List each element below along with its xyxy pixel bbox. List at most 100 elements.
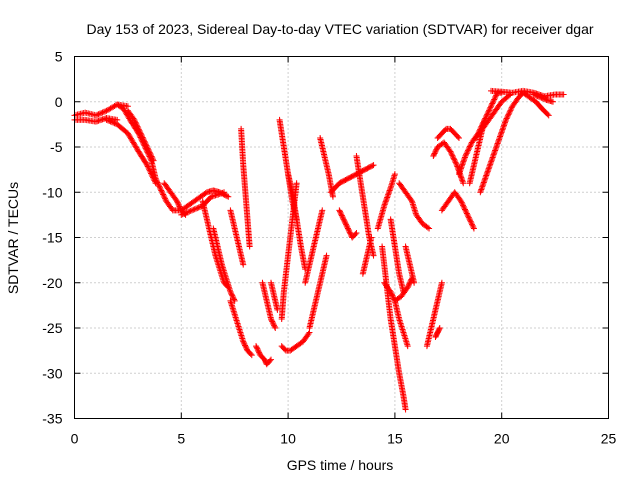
data-point bbox=[504, 114, 511, 121]
series-arc-11 bbox=[227, 207, 247, 268]
data-point bbox=[408, 197, 415, 204]
x-tick-label: 15 bbox=[387, 431, 403, 447]
series-arc-31 bbox=[391, 297, 411, 350]
data-point bbox=[469, 222, 476, 229]
data-point bbox=[137, 130, 144, 137]
data-point bbox=[405, 282, 412, 289]
series-arc-07 bbox=[178, 189, 228, 218]
data-point bbox=[228, 290, 235, 297]
data-point bbox=[538, 94, 545, 101]
data-point bbox=[99, 109, 106, 116]
data-point bbox=[147, 169, 154, 176]
data-point bbox=[460, 202, 467, 209]
data-point bbox=[146, 166, 153, 173]
data-point bbox=[339, 213, 346, 220]
y-tick-label: -5 bbox=[50, 139, 63, 155]
data-point bbox=[141, 138, 148, 145]
data-point bbox=[489, 99, 496, 106]
series-arc-13 bbox=[253, 343, 275, 368]
data-point bbox=[430, 153, 437, 160]
data-point bbox=[404, 343, 411, 350]
series-arc-35 bbox=[432, 325, 443, 341]
data-point bbox=[342, 220, 349, 227]
data-point bbox=[102, 108, 109, 115]
data-point bbox=[451, 156, 458, 163]
data-point bbox=[146, 167, 153, 174]
series-arc-14 bbox=[259, 279, 279, 331]
data-point bbox=[453, 160, 460, 167]
data-point bbox=[431, 150, 438, 157]
data-point bbox=[468, 220, 475, 227]
data-point bbox=[142, 141, 149, 148]
data-point bbox=[190, 206, 197, 213]
data-point bbox=[202, 190, 209, 197]
series-arc-34 bbox=[423, 279, 445, 350]
data-point bbox=[227, 288, 234, 295]
data-point bbox=[340, 216, 347, 223]
data-point bbox=[502, 116, 509, 123]
data-point bbox=[460, 180, 467, 187]
series-arc-37 bbox=[434, 125, 462, 141]
data-point bbox=[131, 118, 138, 125]
data-point bbox=[336, 207, 343, 214]
data-point bbox=[346, 228, 353, 235]
data-point bbox=[145, 164, 152, 171]
x-tick-label: 20 bbox=[494, 431, 510, 447]
data-point bbox=[484, 110, 491, 117]
data-point bbox=[544, 111, 551, 118]
data-point bbox=[508, 105, 515, 112]
data-point bbox=[158, 187, 165, 194]
data-point bbox=[485, 108, 492, 115]
data-point bbox=[224, 193, 231, 200]
data-point bbox=[221, 189, 228, 196]
data-point bbox=[191, 206, 198, 213]
data-point bbox=[150, 174, 157, 181]
series-arc-21 bbox=[306, 252, 330, 331]
data-point bbox=[183, 209, 190, 216]
data-point bbox=[534, 93, 541, 100]
data-point bbox=[340, 215, 347, 222]
data-point bbox=[368, 234, 375, 241]
data-point bbox=[337, 209, 344, 216]
data-point bbox=[491, 96, 498, 103]
data-point bbox=[467, 218, 474, 225]
series-arc-28 bbox=[379, 243, 409, 413]
data-point bbox=[493, 92, 500, 99]
data-point bbox=[225, 193, 232, 200]
data-point bbox=[255, 348, 262, 355]
data-point bbox=[152, 180, 159, 187]
data-point bbox=[504, 112, 511, 119]
data-point bbox=[450, 155, 457, 162]
data-point bbox=[465, 213, 472, 220]
x-tick-label: 0 bbox=[71, 431, 79, 447]
data-point bbox=[460, 203, 467, 210]
data-point bbox=[103, 116, 110, 123]
data-point bbox=[329, 193, 336, 200]
data-point bbox=[436, 325, 443, 331]
data-point bbox=[323, 252, 330, 259]
axis-ticks bbox=[74, 56, 609, 419]
data-point bbox=[253, 344, 260, 351]
data-point bbox=[448, 149, 455, 156]
series-arc-41 bbox=[473, 91, 514, 141]
data-point bbox=[136, 127, 143, 134]
data-point bbox=[242, 342, 249, 349]
data-point bbox=[463, 210, 470, 217]
data-point bbox=[535, 93, 542, 100]
data-point bbox=[489, 100, 496, 107]
x-tick-label: 10 bbox=[280, 431, 296, 447]
series-arc-22 bbox=[317, 134, 336, 200]
series-arc-12 bbox=[238, 125, 253, 250]
data-point bbox=[133, 120, 140, 127]
data-point bbox=[269, 319, 276, 326]
data-point bbox=[345, 226, 352, 233]
series-arc-33 bbox=[396, 180, 433, 232]
data-point bbox=[240, 338, 247, 345]
data-point bbox=[147, 150, 154, 157]
data-point bbox=[150, 157, 157, 164]
y-tick-label: -35 bbox=[42, 411, 62, 427]
data-point bbox=[343, 222, 350, 229]
data-point bbox=[180, 210, 187, 217]
data-point bbox=[149, 156, 156, 163]
data-point bbox=[488, 103, 495, 110]
